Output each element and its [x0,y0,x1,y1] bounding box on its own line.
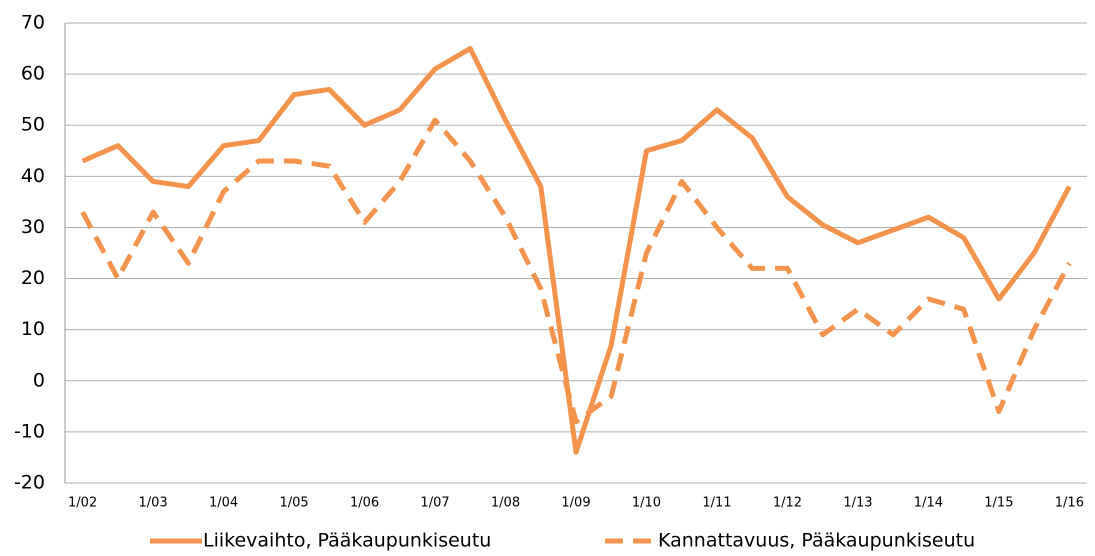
x-tick-label: 1/06 [350,496,379,511]
y-tick-label: 50 [21,114,45,136]
series-line [80,117,1072,425]
x-tick-label: 1/02 [68,496,97,511]
y-tick-label: 40 [21,165,45,187]
x-tick-label: 1/12 [773,496,802,511]
y-tick-label: 10 [21,318,45,340]
x-tick-label: 1/13 [843,496,872,511]
x-tick-label: 1/09 [561,496,590,511]
x-tick-label: 1/14 [914,496,943,511]
legend-label: Kannattavuus, Pääkaupunkiseutu [658,530,975,552]
x-tick-label: 1/08 [491,496,520,511]
y-tick-label: 70 [21,12,45,34]
x-tick-label: 1/11 [702,496,731,511]
x-tick-label: 1/16 [1055,496,1084,511]
x-tick-label: 1/04 [209,496,238,511]
y-tick-label: 30 [21,216,45,238]
y-tick-label: -10 [14,420,45,442]
x-tick-label: 1/07 [420,496,449,511]
x-tick-label: 1/05 [279,496,308,511]
y-tick-label: 60 [21,63,45,85]
x-tick-label: 1/03 [139,496,168,511]
x-tick-label: 1/10 [632,496,661,511]
y-tick-label: 0 [33,369,45,391]
x-tick-label: 1/15 [984,496,1013,511]
y-tick-label: -20 [14,472,45,494]
y-tick-label: 20 [21,267,45,289]
series-line [81,46,1072,455]
legend-label: Liikevaihto, Pääkaupunkiseutu [203,530,491,552]
